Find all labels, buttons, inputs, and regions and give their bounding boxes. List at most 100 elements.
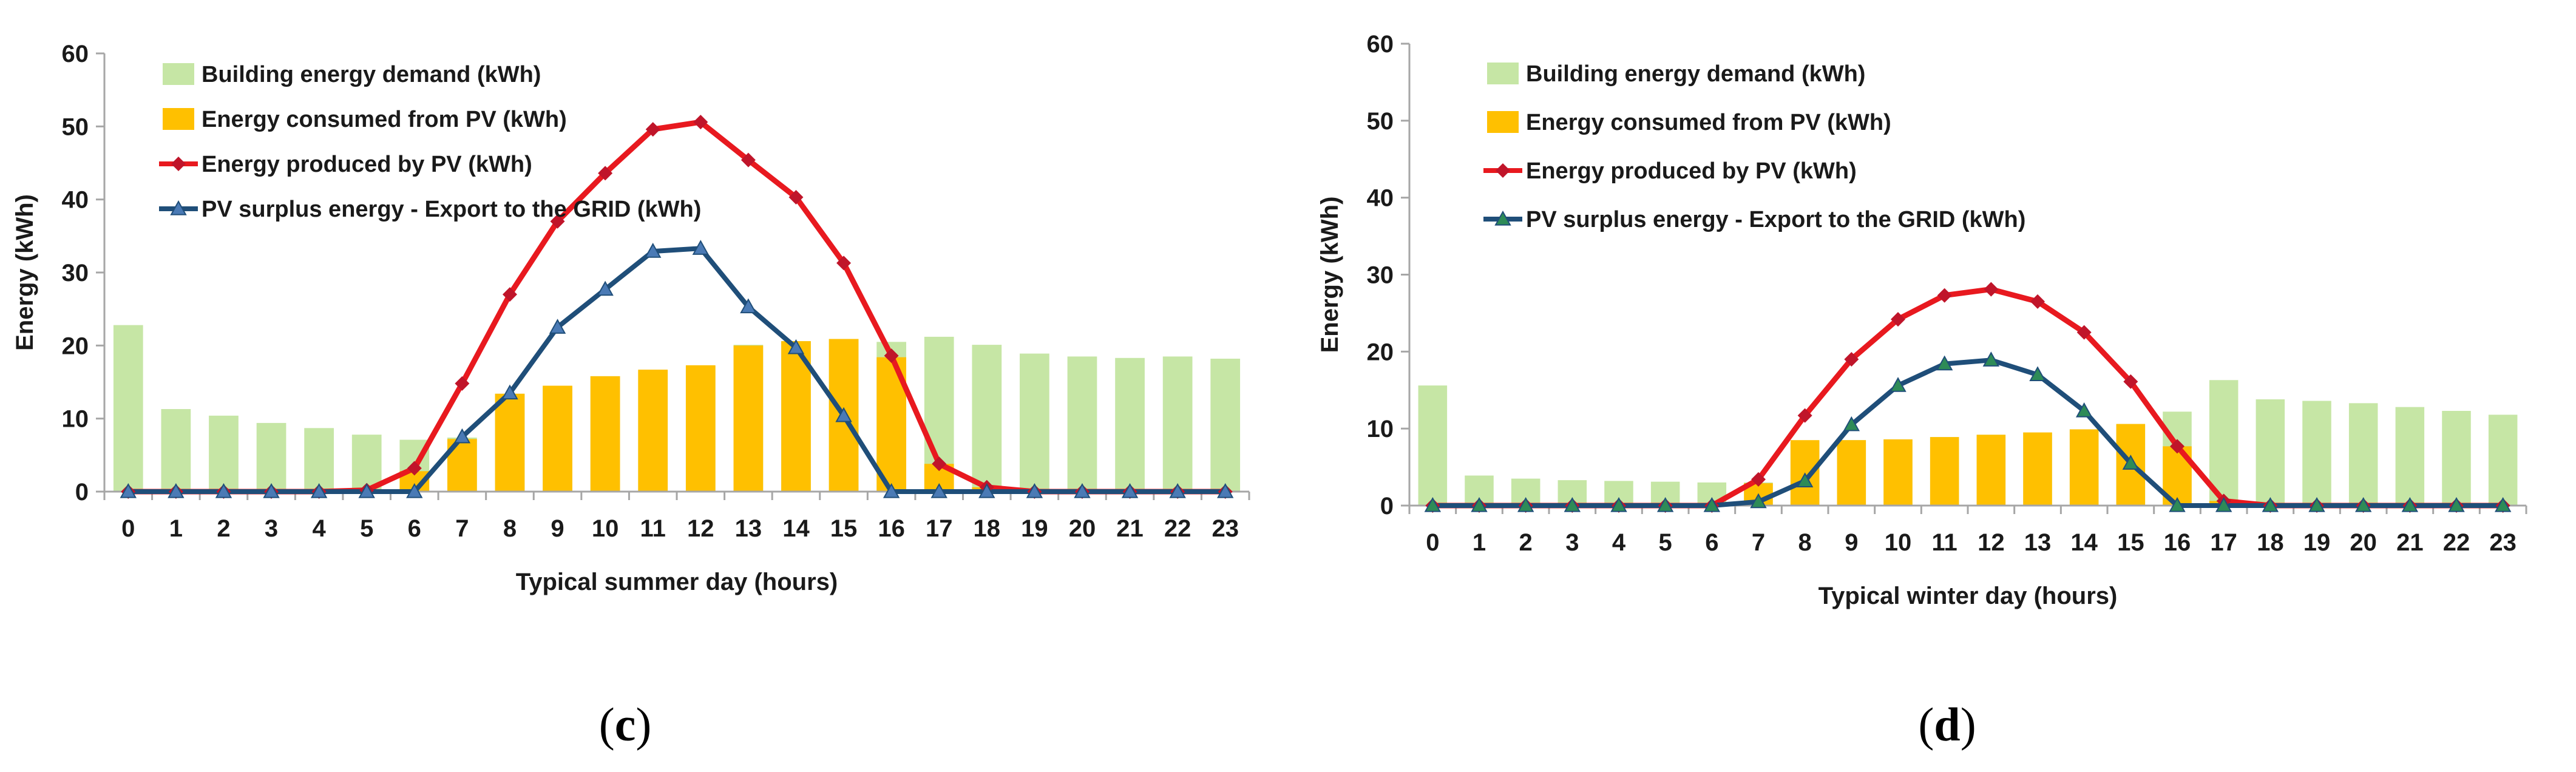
x-tick-label: 12 (1978, 529, 2005, 556)
surplus-point (1750, 493, 1767, 509)
x-tick-label: 23 (2489, 529, 2517, 556)
demand-bar (2209, 380, 2239, 506)
x-axis-title: Typical summer day (hours) (516, 569, 838, 595)
x-tick-label: 9 (1845, 529, 1858, 556)
x-tick-label: 11 (1932, 529, 1957, 556)
surplus-point (453, 428, 471, 444)
surplus-point (2354, 496, 2372, 512)
legend-demand-label: Building energy demand (kWh) (202, 62, 541, 87)
surplus-point (740, 298, 757, 314)
demand-bar (256, 422, 286, 492)
x-tick-label: 11 (640, 515, 666, 542)
produced-point (550, 214, 565, 229)
demand-bar (1115, 357, 1145, 492)
y-tick-label: 60 (62, 41, 89, 67)
x-tick-label: 19 (1021, 515, 1048, 542)
surplus-point (645, 243, 662, 258)
surplus-point (1796, 472, 1814, 488)
x-tick-label: 3 (1565, 529, 1579, 556)
legend-consumed: Energy consumed from PV (kWh) (1487, 110, 1891, 135)
surplus-point (1121, 482, 1139, 498)
surplus-point (2169, 496, 2186, 512)
consumed-bar (543, 385, 572, 492)
y-tick-label: 0 (1380, 493, 1394, 520)
surplus-point (787, 339, 805, 354)
surplus-point (1217, 482, 1234, 498)
x-tick-label: 9 (551, 515, 564, 542)
x-tick-label: 14 (2070, 529, 2098, 556)
x-tick-label: 13 (735, 515, 762, 542)
x-tick-label: 8 (503, 515, 517, 542)
produced-point (598, 166, 613, 181)
x-tick-label: 4 (313, 515, 327, 542)
produced-line (128, 119, 1225, 495)
legend-surplus-marker (170, 200, 187, 215)
consumed-bar (733, 345, 764, 492)
x-tick-label: 21 (1116, 515, 1144, 542)
produced-point (407, 461, 422, 476)
x-axis-title: Typical winter day (hours) (1818, 583, 2118, 609)
legend-consumed: Energy consumed from PV (kWh) (163, 107, 567, 132)
y-tick-label: 40 (1367, 185, 1394, 212)
legend-demand-swatch (163, 63, 194, 85)
surplus-point (930, 482, 947, 498)
surplus-point (1169, 482, 1186, 498)
chart-panel-d: 0 10 20 30 40 50 60 0 1 2 3 4 5 6 7 8 9 10 11 12 13 14 15 16 17 1… (1288, 0, 2576, 772)
surplus-point (1843, 416, 1860, 432)
x-tick-label: 3 (265, 515, 278, 542)
x-tick-label: 7 (1752, 529, 1765, 556)
legend-produced-marker (1496, 163, 1510, 178)
surplus-line (128, 246, 1225, 494)
x-tick-label: 21 (2396, 529, 2424, 556)
surplus-point (310, 482, 328, 498)
demand-bar (2256, 399, 2285, 506)
surplus-line (1432, 357, 2503, 508)
produced-point (1844, 352, 1859, 367)
demand-bar (2442, 410, 2471, 506)
surplus-point (692, 240, 709, 255)
produced-point (645, 122, 660, 137)
demand-bar (161, 409, 191, 492)
x-tick-label: 20 (1069, 515, 1096, 542)
surplus-point (2448, 496, 2465, 512)
y-tick-label: 20 (62, 333, 89, 359)
surplus-point (2029, 366, 2046, 381)
demand-bar (1418, 385, 1448, 506)
surplus-point (2262, 496, 2279, 512)
produced-point (1984, 282, 1999, 297)
demand-bar (2395, 407, 2425, 506)
x-tick-label: 5 (360, 515, 373, 542)
x-tick-label: 22 (1164, 515, 1191, 542)
legend-produced-label: Energy produced by PV (kWh) (202, 152, 532, 177)
surplus-point (835, 407, 852, 422)
x-tick-label: 6 (1705, 529, 1718, 556)
produced-point (1937, 288, 1952, 303)
x-tick-label: 6 (408, 515, 421, 542)
surplus-point (1517, 496, 1534, 512)
legend-surplus: PV surplus energy - Export to the GRID (… (159, 197, 701, 222)
y-tick-label: 60 (1367, 31, 1394, 58)
chart-panel-c: 0 10 20 30 40 50 60 0 1 2 3 4 5 6 7 8 9 10 11 12 13 14 15 16 17 1… (12, 41, 1250, 751)
x-tick-label: 19 (2303, 529, 2331, 556)
y-tick-label: 20 (1367, 339, 1394, 365)
y-tick-label: 30 (1367, 262, 1394, 289)
x-tick-label: 22 (2443, 529, 2470, 556)
surplus-point (1471, 496, 1488, 512)
produced-point (1797, 408, 1812, 423)
surplus-point (2122, 455, 2140, 470)
produced-point (788, 190, 804, 205)
y-tick-label: 0 (75, 479, 89, 506)
demand-bar (972, 345, 1002, 492)
legend-surplus: PV surplus energy - Export to the GRID (… (1483, 207, 2025, 232)
x-tick-label: 12 (687, 515, 714, 542)
surplus-point (1890, 377, 1907, 392)
consumed-bar (2069, 429, 2099, 506)
consumed-bar (1883, 439, 1913, 506)
surplus-point (501, 384, 518, 400)
surplus-point (1564, 496, 1581, 512)
x-tick-label: 14 (782, 515, 810, 542)
surplus-point (1424, 496, 1442, 512)
demand-bar (1067, 356, 1097, 492)
produced-point (2076, 325, 2092, 340)
